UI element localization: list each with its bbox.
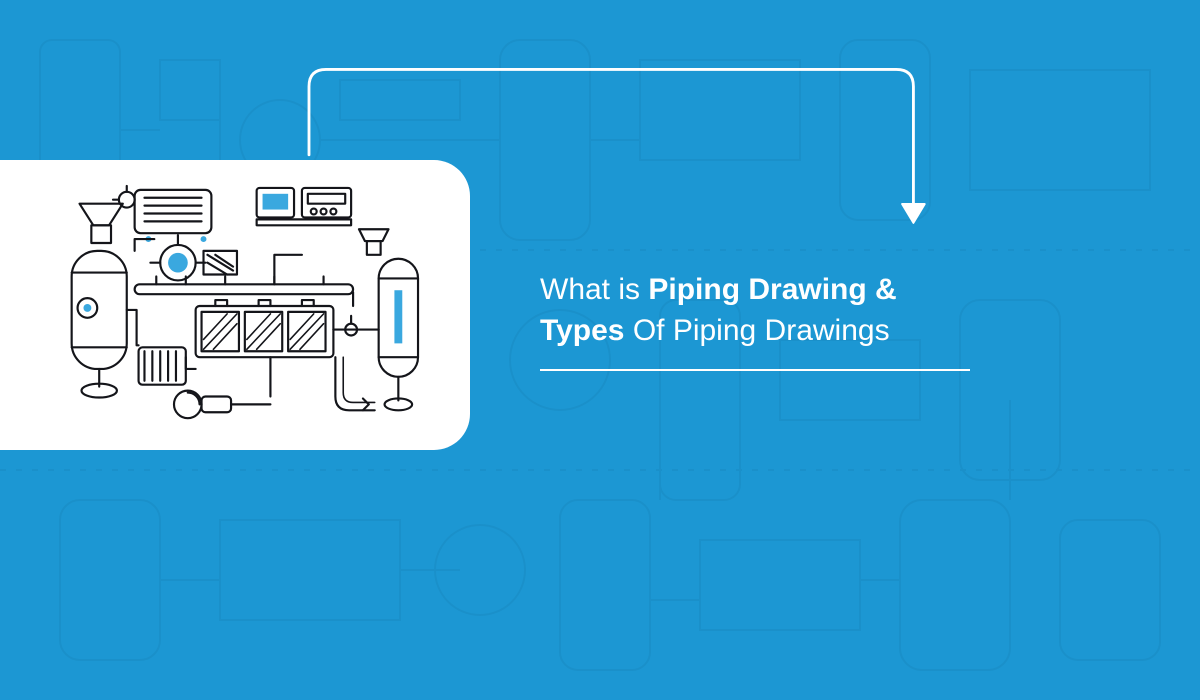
title-prefix: What is (540, 273, 648, 306)
title-bold-2: Types (540, 314, 624, 347)
infographic-canvas: What is Piping Drawing & Types Of Piping… (0, 0, 1200, 700)
title-suffix: Of Piping Drawings (624, 314, 889, 347)
piping-illustration (28, 182, 442, 428)
title-bold-1: Piping Drawing & (648, 273, 896, 306)
title-line-1: What is Piping Drawing & (540, 270, 1160, 311)
title-underline (540, 369, 970, 371)
title-block: What is Piping Drawing & Types Of Piping… (540, 270, 1160, 371)
illustration-card (0, 160, 470, 450)
title-line-2: Types Of Piping Drawings (540, 311, 1160, 352)
